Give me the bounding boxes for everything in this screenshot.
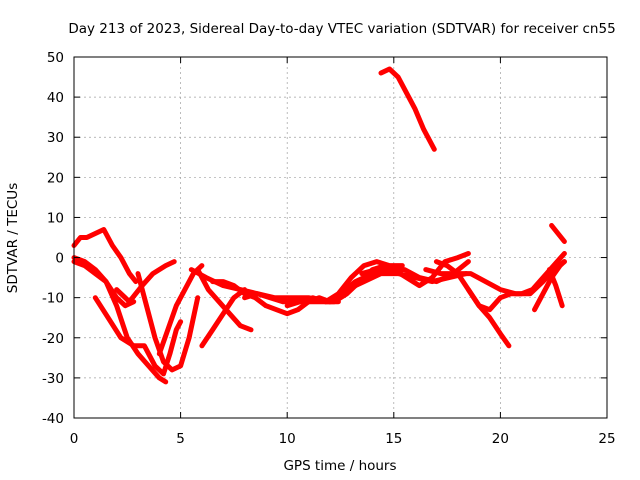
x-axis-label: GPS time / hours xyxy=(283,458,396,474)
series-line-s9 xyxy=(199,287,248,349)
y-tick-label: 30 xyxy=(47,130,64,146)
series-line-s16 xyxy=(359,251,471,289)
series-line-s19 xyxy=(423,259,567,297)
x-tick-label: 20 xyxy=(492,431,509,447)
series-line-s15 xyxy=(338,259,471,297)
series-line-s1 xyxy=(71,227,139,285)
series-line-s5 xyxy=(114,259,177,305)
y-tick-label: 10 xyxy=(47,210,64,226)
chart-title: Day 213 of 2023, Sidereal Day-to-day VTE… xyxy=(68,21,615,37)
series-line-s23 xyxy=(549,223,567,244)
y-tick-label: -10 xyxy=(42,291,64,307)
x-tick-label: 0 xyxy=(70,431,79,447)
x-tick-label: 25 xyxy=(598,431,615,447)
series-line-s6 xyxy=(135,271,201,373)
series-line-s13 xyxy=(284,259,405,309)
y-tick-label: 0 xyxy=(55,251,64,267)
y-tick-label: -20 xyxy=(42,331,64,347)
series-line-s2 xyxy=(71,255,169,385)
y-tick-label: 50 xyxy=(47,50,64,66)
series-group xyxy=(71,66,567,385)
series-line-s3 xyxy=(71,259,137,309)
y-tick-label: 40 xyxy=(47,90,64,106)
series-line-s22 xyxy=(546,267,565,309)
series-line-s17 xyxy=(378,66,437,152)
ticks: 0 5 10 15 20 25 -40 -30 -20 -10 0 10 20 30 40 50 xyxy=(42,50,616,447)
y-axis-label: SDTVAR / TECUs xyxy=(5,183,21,293)
series-line-s4 xyxy=(92,295,184,377)
y-tick-label: -30 xyxy=(42,371,64,387)
y-tick-label: -40 xyxy=(42,411,64,427)
x-tick-label: 15 xyxy=(385,431,402,447)
y-tick-label: 20 xyxy=(47,170,64,186)
x-tick-label: 10 xyxy=(279,431,296,447)
plot-frame xyxy=(73,56,608,419)
x-tick-label: 5 xyxy=(176,431,185,447)
